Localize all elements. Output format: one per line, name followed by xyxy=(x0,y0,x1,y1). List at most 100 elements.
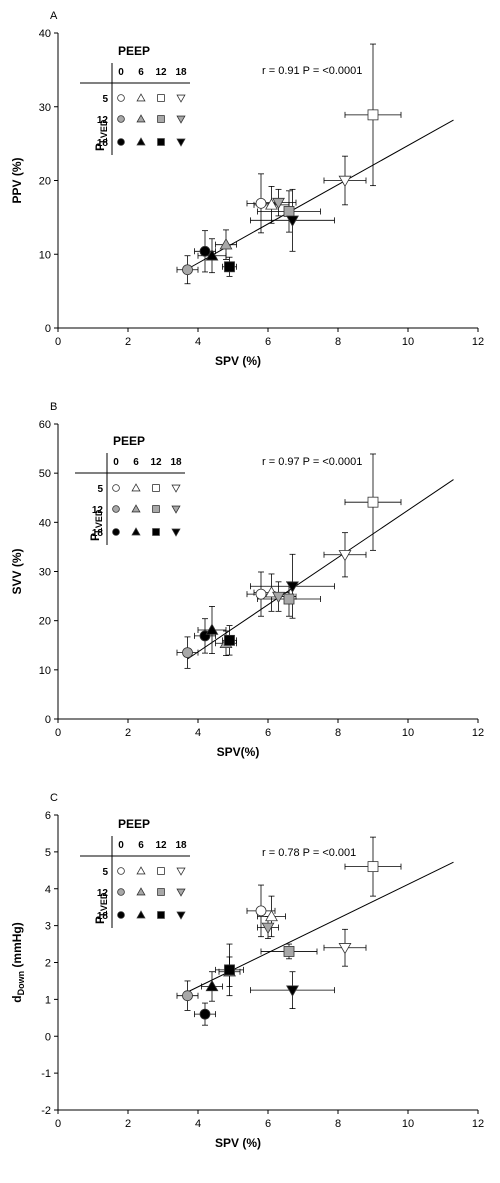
y-tick-label: 10 xyxy=(39,665,51,677)
y-tick-label: 0 xyxy=(45,714,51,726)
legend-marker xyxy=(152,528,160,536)
data-point-peep0-plved12 xyxy=(182,264,193,276)
legend-marker xyxy=(131,504,141,513)
y-axis-label-sub: Down xyxy=(16,971,26,996)
data-point-peep0-plved12 xyxy=(182,990,193,1002)
legend-row-title-main: P xyxy=(93,916,107,924)
legend-row-label: 5 xyxy=(102,94,108,105)
data-point-peep18-plved18 xyxy=(286,985,299,997)
x-tick-label: 0 xyxy=(55,1118,61,1130)
legend-col-label: 12 xyxy=(155,67,167,78)
legend-marker xyxy=(131,527,141,536)
panel-label: A xyxy=(50,10,58,22)
y-axis-label-main: d xyxy=(10,995,24,1002)
data-point-peep12-plved18 xyxy=(224,964,235,976)
legend-row-label: 12 xyxy=(92,505,104,516)
legend-marker xyxy=(136,910,146,919)
legend-col-label: 18 xyxy=(175,67,187,78)
y-tick-label: 0 xyxy=(45,1031,51,1043)
y-tick-label: 40 xyxy=(39,28,51,40)
data-point-peep0-plved12 xyxy=(182,647,193,659)
legend-row-title-sub: LVED xyxy=(99,892,109,916)
legend-col-label: 0 xyxy=(118,67,124,78)
legend-marker xyxy=(176,911,186,920)
y-axis-label: PPV (%) xyxy=(10,157,24,203)
x-tick-label: 8 xyxy=(335,727,341,739)
legend-marker xyxy=(117,911,125,919)
x-tick-label: 6 xyxy=(265,1118,271,1130)
y-axis-label: dDown (mmHg) xyxy=(10,922,26,1003)
data-point-peep12-plved5 xyxy=(367,496,379,508)
legend-marker xyxy=(157,115,165,123)
data-point-peep0-plved5 xyxy=(255,588,267,600)
x-tick-label: 8 xyxy=(335,336,341,348)
data-point-peep18-plved18 xyxy=(286,215,299,227)
y-tick-label: 0 xyxy=(45,323,51,335)
x-tick-label: 4 xyxy=(195,336,201,348)
y-tick-label: 1 xyxy=(45,994,51,1006)
x-tick-label: 12 xyxy=(472,336,484,348)
chart-panel-A: A 0 2 4 6 8 10 12 0 10 20 30 40 SPV (%) PPV (%) r = 0.9… xyxy=(10,10,484,368)
legend-marker xyxy=(136,114,146,123)
y-axis-label-unit: (mmHg) xyxy=(10,922,24,971)
legend-row-label: 5 xyxy=(102,867,108,878)
legend-marker xyxy=(112,505,120,513)
legend-marker xyxy=(157,138,165,146)
y-axis-label: SVV (%) xyxy=(10,548,24,594)
legend-marker xyxy=(117,115,125,123)
legend-marker xyxy=(157,911,165,919)
data-point-peep6-plved12 xyxy=(219,238,233,250)
x-tick-label: 10 xyxy=(402,336,414,348)
data-point-peep0-plved18 xyxy=(199,1008,211,1020)
legend-marker xyxy=(117,867,125,875)
stat-text: r = 0.91 P = <0.0001 xyxy=(262,65,362,77)
legend-marker xyxy=(176,94,186,103)
legend-col-label: 12 xyxy=(155,840,167,851)
data-point-peep0-plved18 xyxy=(199,245,211,257)
data-point-peep6-plved5 xyxy=(265,198,278,210)
y-tick-label: 5 xyxy=(45,847,51,859)
legend-row-label: 12 xyxy=(97,115,109,126)
legend-row-title: PLVED xyxy=(93,892,109,924)
legend-marker xyxy=(136,137,146,146)
legend-row-label: 18 xyxy=(92,528,104,539)
x-tick-label: 8 xyxy=(335,1118,341,1130)
legend-row-label: 18 xyxy=(97,138,109,149)
legend-row-title-sub: LVED xyxy=(94,509,104,533)
legend-row-label: 5 xyxy=(97,484,103,495)
data-point-peep0-plved5 xyxy=(255,905,267,917)
x-tick-label: 4 xyxy=(195,727,201,739)
legend-marker xyxy=(171,528,181,537)
y-tick-label: -2 xyxy=(41,1105,51,1117)
data-point-peep12-plved18 xyxy=(224,634,235,646)
legend-marker xyxy=(176,867,186,876)
data-point-peep12-plved5 xyxy=(367,109,379,121)
legend-marker xyxy=(112,484,120,492)
x-tick-label: 2 xyxy=(125,336,131,348)
x-tick-label: 10 xyxy=(402,727,414,739)
legend-row-title-main: P xyxy=(88,533,102,541)
stat-text: r = 0.97 P = <0.0001 xyxy=(262,456,362,468)
legend-marker xyxy=(136,887,146,896)
data-point-peep6-plved18 xyxy=(205,623,219,635)
legend-col-label: 6 xyxy=(138,67,144,78)
data-point-peep12-plved18 xyxy=(224,261,235,273)
legend-marker xyxy=(157,94,165,102)
data-point-peep18-plved12 xyxy=(272,591,285,604)
y-tick-label: 20 xyxy=(39,616,51,628)
stat-text: r = 0.78 P = <0.001 xyxy=(262,847,356,859)
legend-marker xyxy=(131,483,141,492)
legend-marker xyxy=(117,888,125,896)
data-point-peep18-plved5 xyxy=(338,175,352,188)
data-point-peep12-plved12 xyxy=(283,593,295,605)
x-axis-label: SPV(%) xyxy=(217,745,260,759)
panel-label: C xyxy=(50,792,58,804)
legend-row-title-main: P xyxy=(93,143,107,151)
x-axis-label: SPV (%) xyxy=(215,1136,261,1150)
legend-marker xyxy=(176,888,186,897)
legend-marker xyxy=(136,93,146,102)
